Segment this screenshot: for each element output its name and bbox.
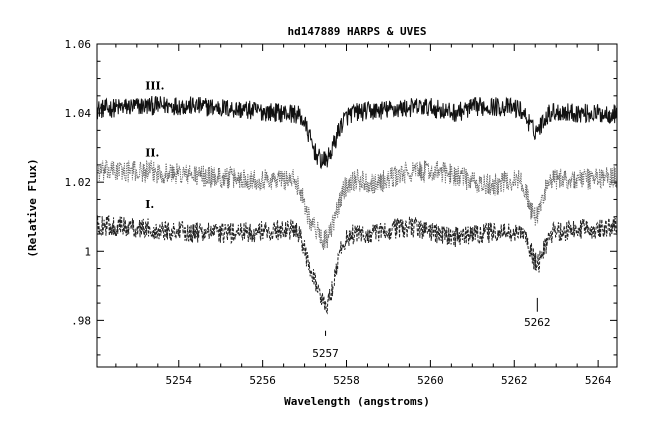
series-label-3: I.	[145, 198, 154, 211]
y-tick-label: .98	[71, 314, 91, 327]
y-tick-label: 1.02	[65, 176, 92, 189]
x-tick-label: 5262	[501, 374, 528, 387]
x-tick-label: 5256	[249, 374, 276, 387]
plot-area: 5254 5256 5258 5260 5262 5264 .98 1 1.02 1.04 1.06…	[65, 38, 618, 387]
series-label-2: II.	[145, 146, 159, 159]
x-tick-label: 5254	[166, 374, 193, 387]
y-tick-label: 1.06	[65, 38, 92, 51]
x-tick-label: 5264	[585, 374, 612, 387]
series-line-2	[96, 159, 618, 251]
y-tick-label: 1	[84, 245, 91, 258]
x-tick-label: 5260	[417, 374, 444, 387]
series-line-1	[96, 96, 618, 170]
annotation-label-1: 5257	[312, 347, 339, 360]
annotation-label-2: 5262	[524, 316, 551, 329]
y-tick-label: 1.04	[65, 107, 92, 120]
y-axis-title: (Relative Flux)	[26, 158, 39, 257]
chart-title: hd147889 HARPS & UVES	[287, 25, 426, 38]
x-tick-label: 5258	[333, 374, 360, 387]
plot-frame	[96, 43, 618, 368]
x-axis-title: Wavelength (angstroms)	[284, 395, 430, 408]
series-label-1: III.	[145, 80, 164, 93]
series-line-3	[96, 214, 618, 315]
